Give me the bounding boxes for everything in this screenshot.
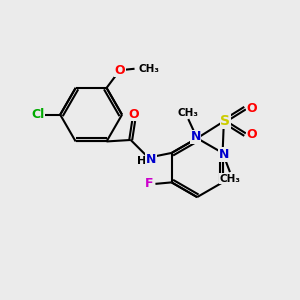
Text: CH₃: CH₃ [178,108,199,118]
Text: CH₃: CH₃ [139,64,160,74]
Text: F: F [145,177,154,190]
Text: O: O [246,102,257,115]
Text: N: N [190,130,201,143]
Text: O: O [128,108,139,121]
Text: S: S [220,114,230,128]
Text: Cl: Cl [32,108,45,121]
Text: O: O [246,128,257,141]
Text: N: N [219,148,229,161]
Text: N: N [146,153,156,166]
Text: O: O [115,64,125,77]
Text: CH₃: CH₃ [220,174,241,184]
Text: H: H [137,156,146,166]
